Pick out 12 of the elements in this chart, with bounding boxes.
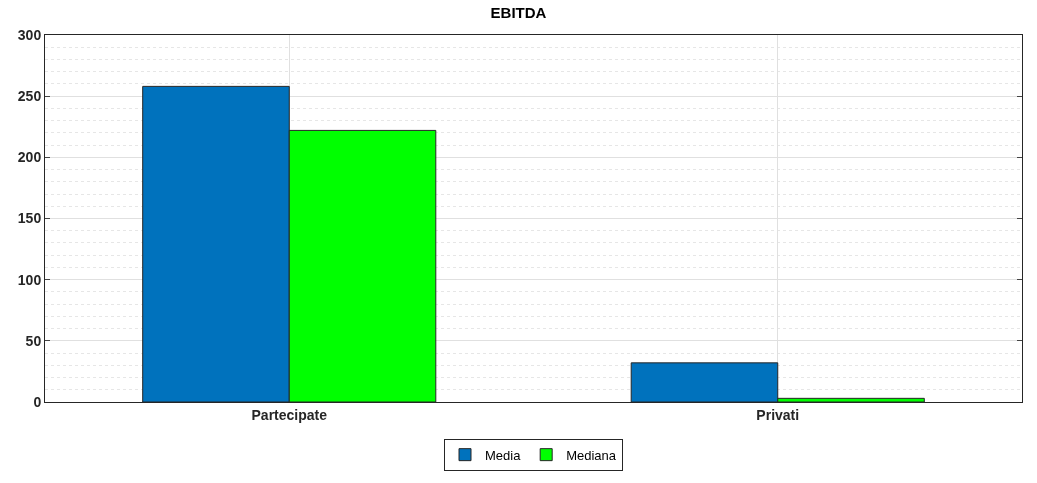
y-tick-label: 200 (17, 149, 42, 166)
y-tick-label: 250 (17, 88, 42, 105)
chart-title: EBITDA (490, 3, 547, 21)
x-tick-label: Partecipate (251, 406, 328, 423)
x-tick-label: Privati (756, 406, 800, 423)
y-tick-label: 150 (17, 210, 42, 227)
y-tick-label: 300 (17, 26, 42, 43)
y-tick-label: 100 (17, 271, 42, 288)
legend-label: Media (485, 447, 522, 463)
legend-label: Mediana (566, 447, 617, 463)
y-tick-label: 50 (25, 332, 42, 349)
y-tick-label: 0 (33, 393, 42, 410)
